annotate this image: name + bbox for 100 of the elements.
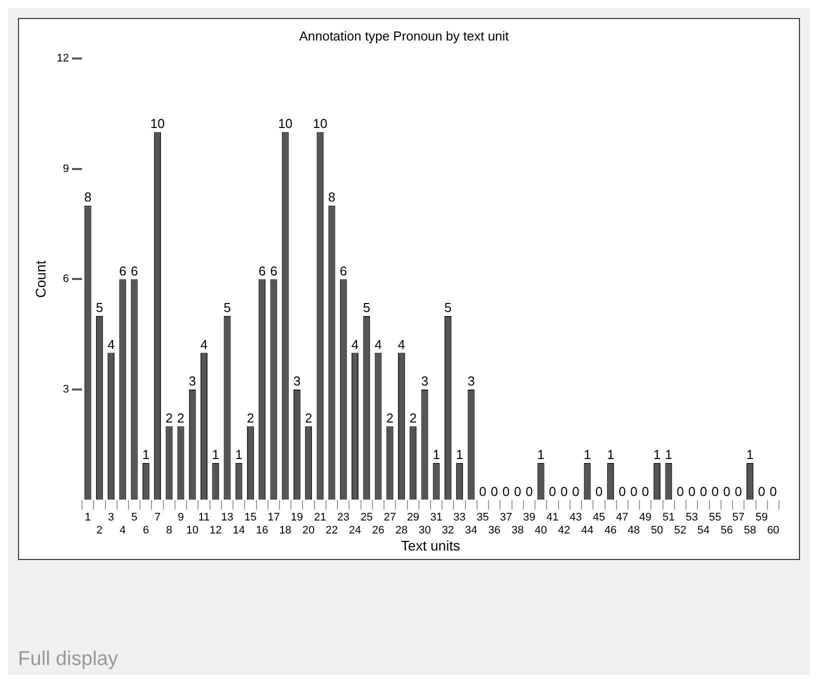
data-label: 4 [107, 336, 115, 352]
chart-title: Annotation type Pronoun by text unit [299, 28, 510, 44]
x-tick-label: 22 [326, 524, 338, 537]
x-tick-label: 9 [178, 511, 184, 524]
data-label: 1 [653, 447, 661, 462]
x-tick-label: 38 [512, 524, 524, 537]
x-tick-label: 42 [558, 524, 570, 537]
data-label: 4 [351, 336, 359, 352]
x-tick-label: 28 [395, 524, 408, 537]
x-tick-label: 30 [418, 524, 431, 537]
text: Full display [18, 648, 118, 671]
data-label: 0 [479, 484, 486, 499]
x-tick-label: 12 [209, 524, 222, 537]
x-tick-label: 4 [120, 524, 126, 537]
data-label: 5 [363, 300, 370, 316]
data-label: 0 [595, 484, 603, 499]
x-tick-label: 6 [142, 524, 149, 537]
x-tick-label: 35 [476, 511, 489, 524]
x-tick-label: 33 [453, 511, 466, 524]
data-label: 4 [398, 336, 406, 352]
x-tick-label: 23 [337, 511, 350, 524]
data-label: 10 [278, 116, 293, 132]
x-tick-label: 58 [744, 524, 756, 537]
data-label: 0 [770, 484, 777, 499]
x-tick-label: 49 [639, 511, 652, 524]
x-tick-label: 20 [302, 524, 315, 537]
x-tick-label: 13 [221, 511, 234, 524]
x-tick-label: 26 [372, 524, 384, 537]
data-label: 2 [246, 410, 254, 426]
data-label: 2 [386, 410, 394, 426]
x-tick-label: 17 [268, 511, 280, 524]
x-tick-label: 53 [686, 511, 698, 524]
data-label: 1 [746, 447, 754, 462]
data-label: 6 [119, 263, 126, 278]
data-label: 0 [630, 484, 638, 499]
data-label: 0 [618, 484, 626, 499]
data-label: 2 [177, 410, 184, 426]
y-axis-title: Count [32, 260, 48, 298]
x-tick-label: 1 [84, 511, 91, 524]
data-label: 0 [688, 484, 696, 499]
data-label: 3 [468, 374, 475, 389]
x-tick-label: 54 [697, 524, 710, 537]
data-label: 2 [166, 410, 173, 426]
y-tick-label: 9 [62, 162, 70, 175]
x-tick-label: 36 [488, 524, 501, 537]
data-label: 4 [200, 336, 208, 352]
x-tick-label: 41 [546, 511, 559, 524]
x-tick-label: 44 [581, 524, 594, 537]
x-tick-label: 3 [108, 511, 114, 524]
x-tick-label: 34 [465, 524, 478, 537]
data-label: 3 [188, 374, 196, 389]
x-tick-label: 32 [442, 524, 454, 537]
data-label: 6 [270, 263, 278, 278]
y-tick-label: 6 [62, 273, 70, 286]
data-label: 10 [150, 116, 165, 132]
x-tick-label: 19 [290, 511, 304, 524]
data-label: 1 [432, 447, 440, 462]
data-label: 0 [711, 484, 719, 499]
data-label: 1 [584, 447, 591, 462]
x-tick-label: 52 [674, 524, 686, 537]
x-tick-label: 48 [628, 524, 640, 537]
x-tick-label: 5 [131, 511, 138, 524]
data-label: 1 [142, 447, 150, 462]
x-tick-label: 31 [430, 511, 442, 524]
x-tick-label: 7 [154, 511, 161, 524]
data-label: 6 [130, 263, 138, 278]
data-label: 0 [676, 484, 684, 499]
x-tick-label: 46 [604, 524, 617, 537]
data-label: 8 [84, 190, 92, 205]
data-label: 1 [235, 447, 242, 462]
data-label: 1 [606, 447, 614, 462]
x-tick-label: 18 [279, 524, 292, 537]
x-tick-label: 47 [616, 511, 628, 524]
data-label: 3 [293, 374, 301, 389]
x-tick-label: 16 [256, 524, 268, 537]
data-label: 6 [340, 263, 348, 278]
x-tick-label: 11 [198, 511, 210, 524]
x-tick-label: 2 [96, 524, 103, 537]
x-tick-label: 29 [406, 511, 420, 524]
data-label: 2 [409, 410, 417, 426]
data-label: 0 [572, 484, 580, 499]
data-label: 1 [537, 447, 544, 462]
data-label: 0 [548, 484, 556, 499]
x-tick-label: 60 [767, 524, 780, 537]
data-label: 1 [212, 447, 220, 462]
y-tick-label: 12 [56, 52, 70, 65]
data-label: 10 [312, 116, 328, 132]
x-tick-label: 25 [360, 511, 373, 524]
data-label: 1 [456, 447, 464, 462]
x-tick-label: 8 [166, 524, 172, 537]
data-label: 1 [665, 447, 672, 462]
data-label: 0 [642, 484, 650, 499]
data-label: 0 [514, 484, 522, 499]
x-tick-label: 59 [755, 511, 768, 524]
data-label: 2 [304, 410, 312, 426]
x-tick-label: 51 [662, 511, 675, 524]
data-label: 0 [502, 484, 510, 499]
data-label: 0 [723, 484, 730, 499]
x-tick-label: 57 [732, 511, 744, 524]
x-tick-label: 14 [232, 524, 245, 537]
